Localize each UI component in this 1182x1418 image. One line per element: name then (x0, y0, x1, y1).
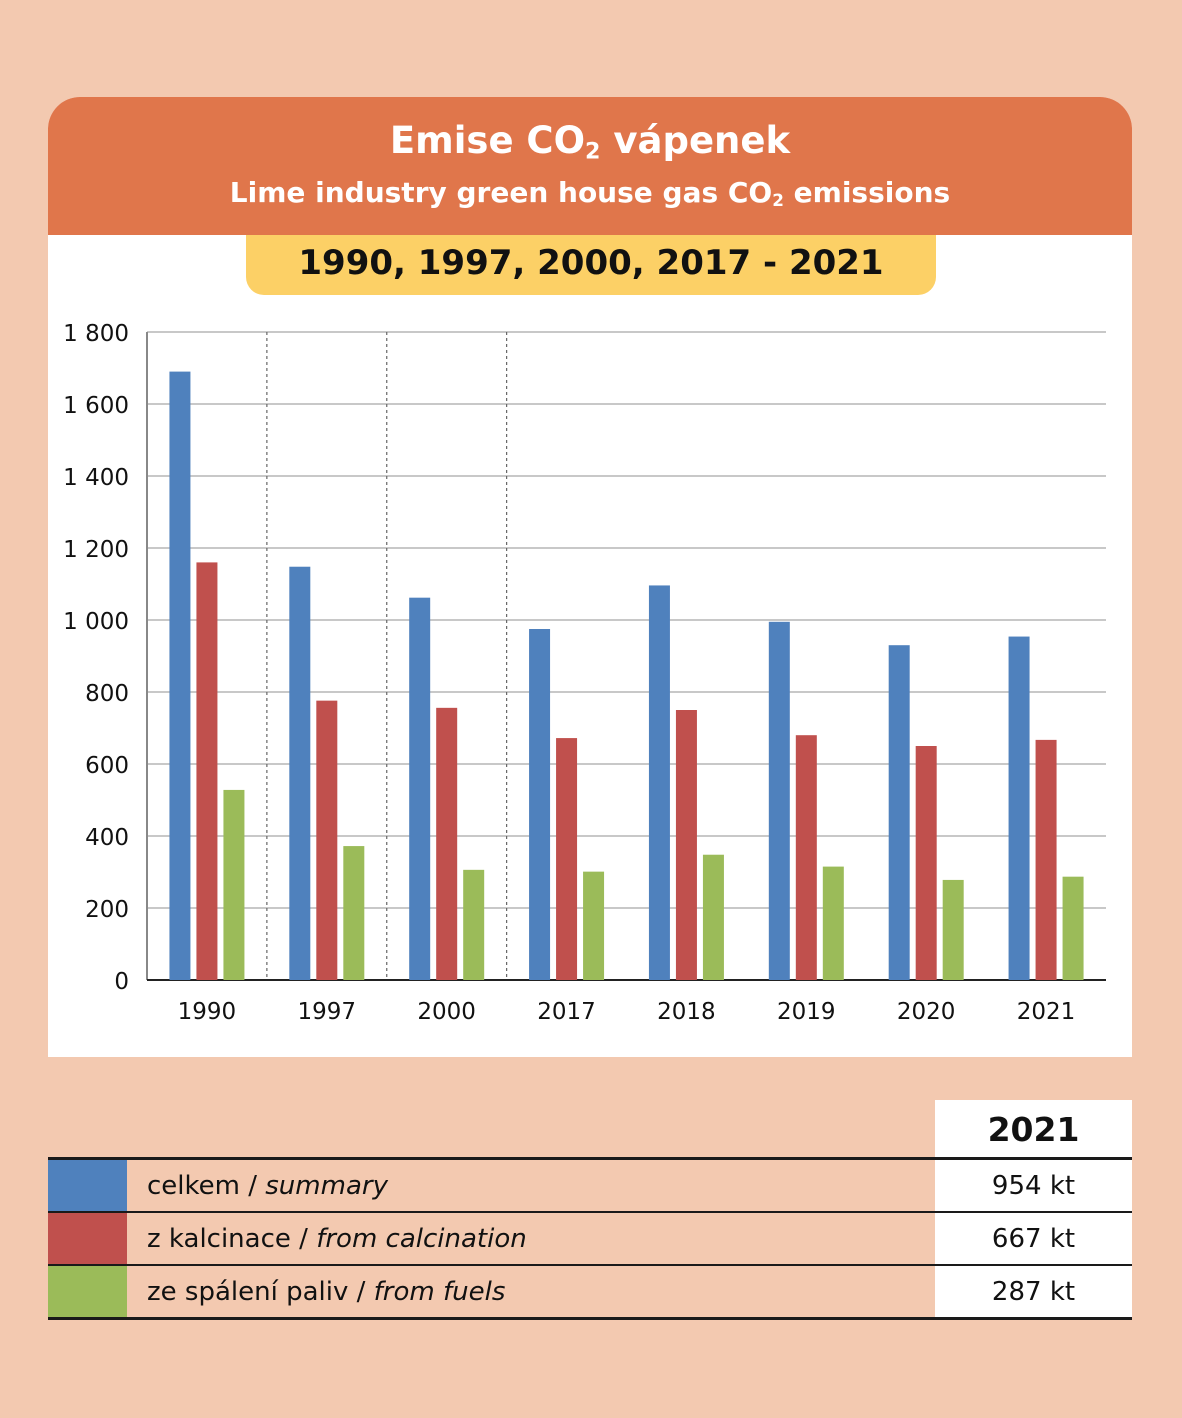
bar-celkem-2019 (768, 621, 790, 980)
x-tick-label: 1997 (298, 999, 357, 1025)
legend-value: 287 kt (935, 1266, 1132, 1317)
y-tick-label: 400 (85, 825, 129, 851)
bar-paliva-1990 (223, 789, 245, 980)
bar-kalcinace-1990 (196, 562, 218, 980)
chart-subtitle: Lime industry green house gas CO2 emissi… (229, 176, 951, 211)
bar-paliva-2019 (822, 866, 844, 980)
bar-paliva-2021 (1062, 876, 1084, 980)
bar-celkem-1990 (169, 371, 191, 981)
bar-chart: 0 200 400 600 800 1 000 1 200 1 400 1 600 1 800 19… (63, 321, 1106, 1025)
legend-row-paliva: ze spálení paliv / from fuels 287 kt (48, 1266, 1132, 1317)
x-tick-label: 2021 (1017, 999, 1076, 1025)
legend-year-header: 2021 (935, 1100, 1132, 1158)
bar-kalcinace-2017 (556, 738, 578, 980)
chart-header: Emise CO2 vápenek Lime industry green ho… (48, 97, 1132, 235)
x-tick-label: 2017 (537, 999, 596, 1025)
bar-kalcinace-2000 (436, 707, 458, 980)
legend-swatch-red (48, 1213, 127, 1264)
legend-value: 954 kt (935, 1160, 1132, 1211)
bar-celkem-2000 (409, 597, 431, 980)
chart-title: Emise CO2 vápenek (389, 119, 791, 165)
bar-paliva-2000 (463, 869, 485, 980)
legend-row-celkem: celkem / summary 954 kt (48, 1160, 1132, 1211)
y-tick-label: 600 (85, 753, 129, 779)
bar-kalcinace-2019 (795, 735, 817, 980)
y-tick-label: 800 (85, 681, 129, 707)
legend-label: ze spálení paliv / from fuels (147, 1277, 506, 1307)
legend-label: celkem / summary (147, 1171, 388, 1201)
y-tick-label: 1 200 (63, 537, 129, 563)
legend-rule (48, 1264, 1132, 1266)
legend-value: 667 kt (935, 1213, 1132, 1264)
legend-swatch-green (48, 1266, 127, 1317)
bar-celkem-2020 (888, 645, 910, 980)
legend-label: z kalcinace / from calcination (147, 1224, 527, 1254)
legend-rule (48, 1211, 1132, 1213)
bar-celkem-2017 (529, 629, 551, 980)
x-tick-label: 2000 (417, 999, 476, 1025)
y-tick-label: 1 000 (63, 609, 129, 635)
legend-table: 2021 celkem / summary 954 kt z kalcinace… (48, 1100, 1132, 1320)
y-tick-label: 0 (114, 969, 129, 995)
bar-kalcinace-2020 (915, 746, 937, 980)
years-band: 1990, 1997, 2000, 2017 - 2021 (246, 235, 936, 295)
y-tick-label: 1 800 (63, 321, 129, 347)
bar-paliva-1997 (343, 846, 365, 980)
y-tick-label: 1 600 (63, 393, 129, 419)
x-tick-label: 1990 (178, 999, 237, 1025)
bar-paliva-2018 (702, 854, 724, 980)
legend-row-kalcinace: z kalcinace / from calcination 667 kt (48, 1213, 1132, 1264)
bar-celkem-2021 (1008, 636, 1030, 980)
x-tick-label: 2020 (897, 999, 956, 1025)
bar-kalcinace-2021 (1035, 739, 1057, 980)
bar-paliva-2020 (942, 879, 964, 980)
bar-kalcinace-2018 (675, 710, 697, 980)
legend-rule-bottom (48, 1317, 1132, 1320)
bar-paliva-2017 (583, 871, 605, 980)
bar-celkem-2018 (648, 585, 670, 980)
y-tick-label: 1 400 (63, 465, 129, 491)
legend-swatch-blue (48, 1160, 127, 1211)
x-tick-label: 2018 (657, 999, 716, 1025)
bar-kalcinace-1997 (316, 700, 338, 980)
bar-celkem-1997 (289, 566, 311, 980)
legend-rule-top (48, 1157, 1132, 1160)
y-tick-label: 200 (85, 897, 129, 923)
x-tick-label: 2019 (777, 999, 836, 1025)
